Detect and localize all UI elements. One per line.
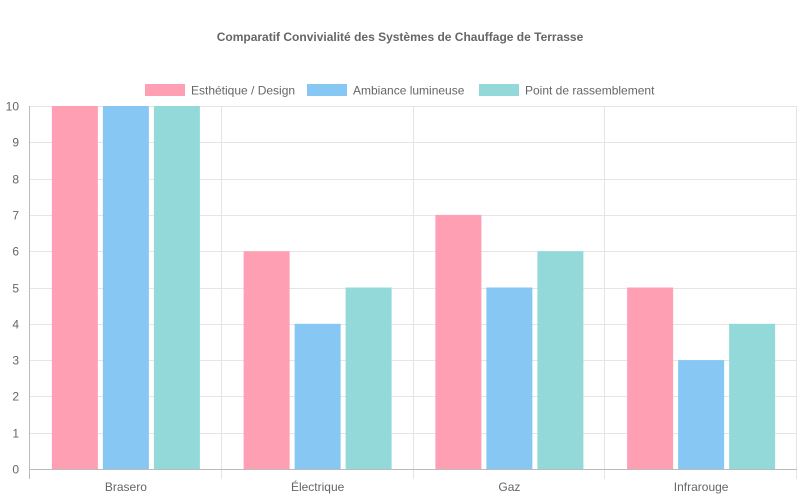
y-tick-label: 7 [12, 209, 19, 223]
legend: Esthétique / Design Ambiance lumineuse Poi… [145, 84, 655, 98]
bar-2-3 [729, 323, 776, 469]
bar-2-2 [537, 251, 584, 469]
bar-1-0 [102, 106, 149, 469]
bar-2-0 [153, 106, 200, 469]
x-tick-label: Électrique [291, 479, 345, 494]
y-tick-label: 4 [12, 318, 19, 332]
bar-1-2 [486, 287, 533, 469]
bar-0-1 [243, 251, 290, 469]
x-tick-label: Gaz [498, 480, 520, 494]
legend-swatch [307, 84, 347, 96]
x-tick-label: Infrarouge [674, 480, 729, 494]
y-tick-label: 8 [12, 173, 19, 187]
bar-1-3 [678, 360, 725, 469]
bar-0-0 [51, 106, 98, 469]
bar-2-1 [345, 287, 392, 469]
y-tick-label: 2 [12, 390, 19, 404]
bars [51, 106, 776, 469]
legend-swatch [145, 84, 185, 96]
y-tick-label: 9 [12, 136, 19, 150]
bar-0-3 [627, 287, 674, 469]
y-tick-label: 1 [12, 427, 19, 441]
y-tick-label: 3 [12, 354, 19, 368]
y-tick-label: 6 [12, 245, 19, 259]
y-tick-label: 10 [6, 100, 20, 114]
legend-label: Ambiance lumineuse [353, 84, 465, 98]
y-tick-label: 0 [12, 463, 19, 477]
legend-label: Point de rassemblement [525, 84, 655, 98]
bar-0-2 [435, 214, 482, 469]
bar-1-1 [294, 323, 341, 469]
y-tick-label: 5 [12, 282, 19, 296]
legend-label: Esthétique / Design [191, 84, 295, 98]
legend-swatch [479, 84, 519, 96]
chart-title: Comparatif Convivialité des Systèmes de … [217, 30, 584, 44]
x-tick-label: Brasero [105, 480, 147, 494]
axes: 0 1 2 3 4 5 6 7 8 9 10 Brasero Électrique Gaz Infrarou… [6, 100, 797, 494]
